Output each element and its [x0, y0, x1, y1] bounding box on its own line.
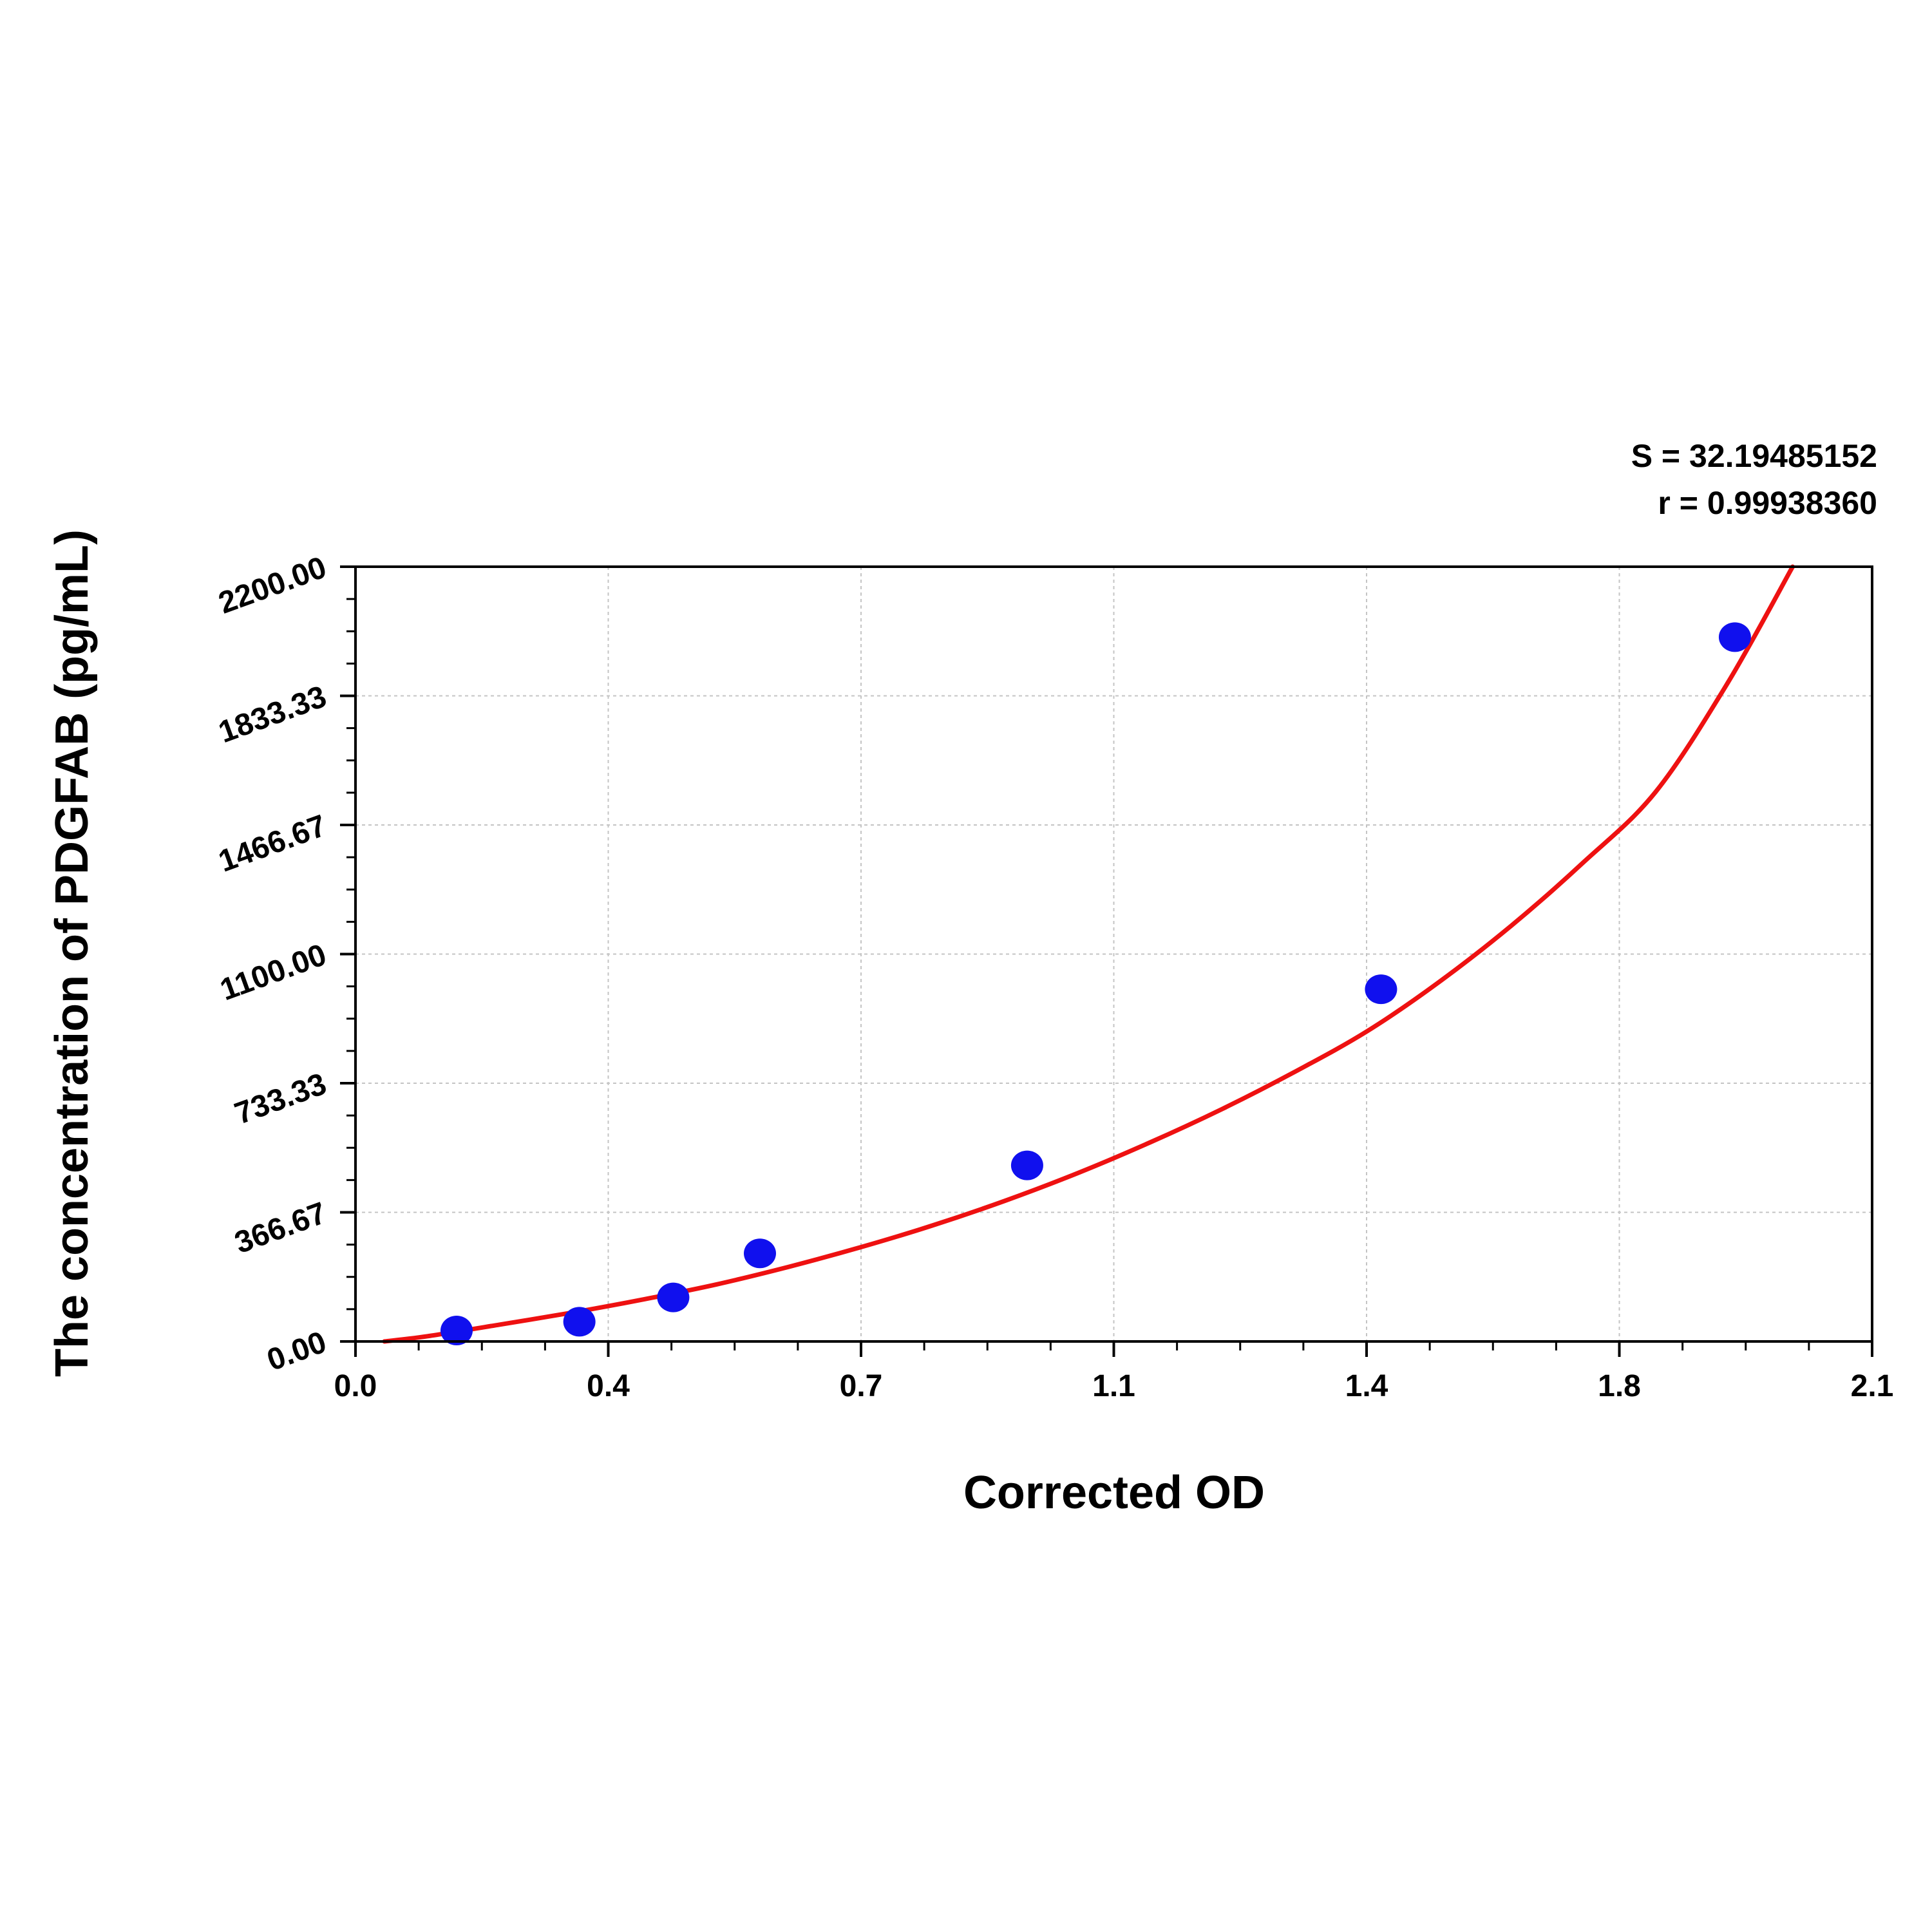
data-point [1718, 622, 1751, 652]
y-tick-label: 2200.00 [214, 551, 331, 621]
r-statistic-label: r = 0.99938360 [1658, 485, 1877, 521]
grid-lines [355, 567, 1872, 1341]
y-tick-label: 733.33 [231, 1067, 331, 1132]
y-tick-label: 1466.67 [214, 809, 331, 879]
fitted-curve [382, 564, 1795, 1344]
y-tick-label: 366.67 [231, 1196, 331, 1260]
x-tick-label: 1.8 [1598, 1369, 1641, 1403]
x-axis-tick-labels: 0.0 0.4 0.7 1.1 1.4 1.8 2.1 [334, 1369, 1894, 1403]
y-tick-label: 1100.00 [216, 938, 331, 1007]
x-tick-label: 0.0 [334, 1369, 377, 1403]
data-point [1365, 974, 1397, 1005]
y-tick-label: 0.00 [263, 1325, 331, 1378]
data-point [563, 1307, 596, 1337]
s-statistic-label: S = 32.19485152 [1631, 438, 1877, 474]
y-tick-label: 1833.33 [214, 679, 331, 750]
x-tick-label: 1.4 [1345, 1369, 1388, 1403]
x-tick-label: 0.7 [840, 1369, 883, 1403]
y-axis-ticks [340, 565, 355, 1343]
data-point [1010, 1150, 1043, 1180]
x-tick-label: 2.1 [1851, 1369, 1894, 1403]
data-point [744, 1238, 776, 1269]
data-point [657, 1282, 690, 1312]
x-tick-label: 0.4 [587, 1369, 630, 1403]
y-axis-title: The concentration of PDGFAB (pg/mL) [46, 529, 98, 1377]
x-tick-label: 1.1 [1092, 1369, 1135, 1403]
x-axis-ticks [354, 1341, 1873, 1357]
y-axis-tick-labels: 0.00 366.67 733.33 1100.00 1466.67 1833.33 220… [214, 551, 331, 1378]
data-points [440, 622, 1751, 1346]
x-axis-title: Corrected OD [963, 1467, 1265, 1519]
data-point [440, 1316, 473, 1346]
